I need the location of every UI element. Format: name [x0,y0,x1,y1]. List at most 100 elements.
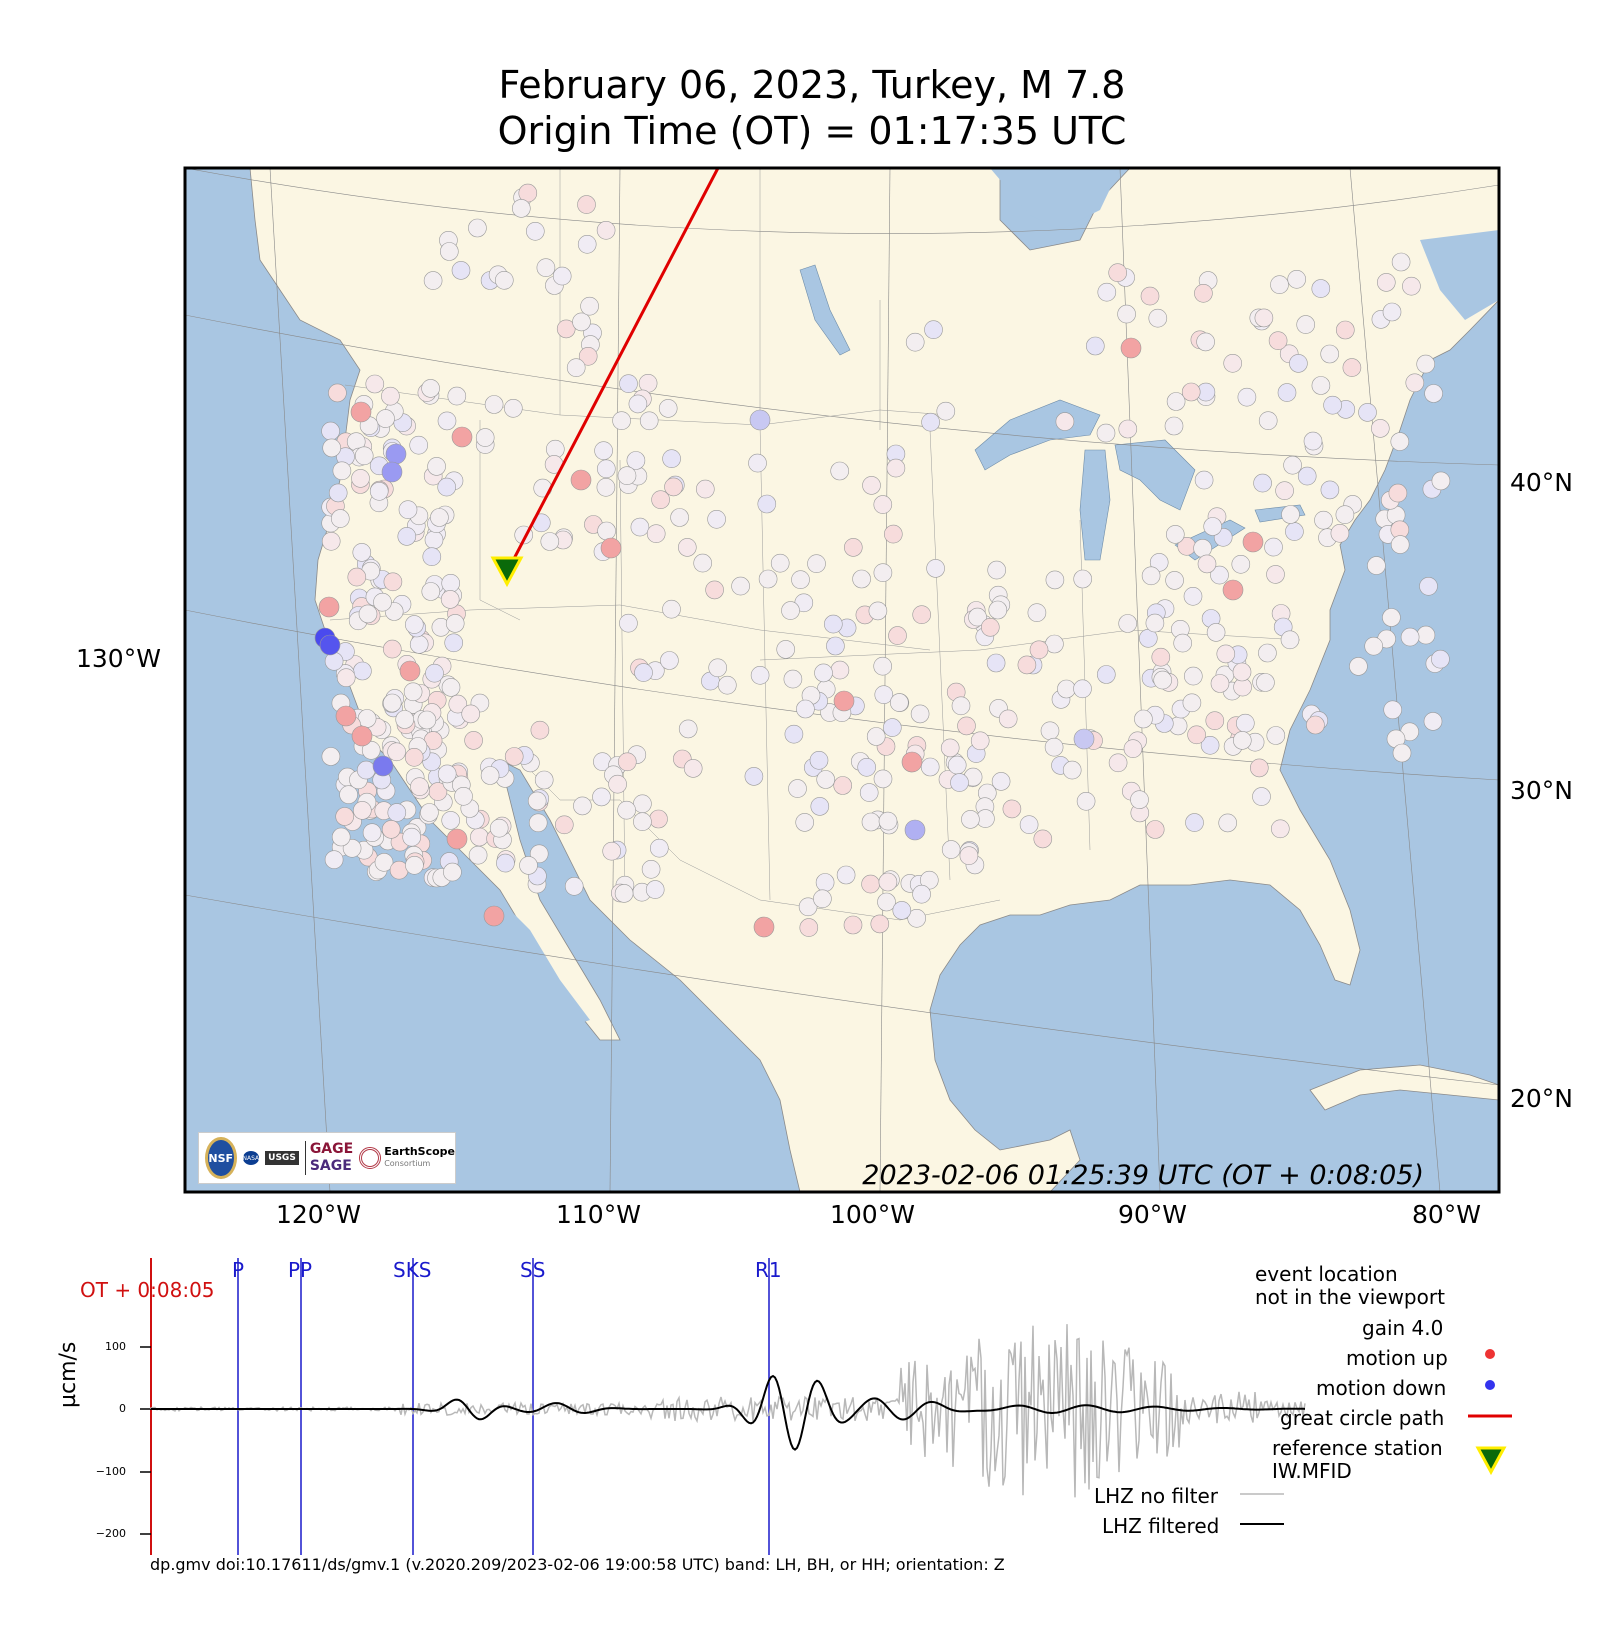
station-dot [376,409,395,428]
legend-filtered: LHZ filtered [1102,1514,1220,1538]
station-dot [1258,643,1277,663]
station-dot [529,844,549,864]
station-dot [577,235,597,254]
station-dot [813,889,832,909]
lon-label-80w: 80°W [1412,1200,1482,1229]
station-dot [1185,813,1204,832]
station-dot [608,774,627,794]
station-dot [1285,522,1304,541]
station-dot [1268,331,1288,351]
station-dot [781,601,800,620]
station-dot [421,379,440,398]
nsf-logo: NSF [205,1137,237,1179]
station-dot [873,495,893,514]
station-dot [594,441,613,461]
station-dot [1194,283,1213,303]
station-dot [1118,419,1138,439]
station-dot [1206,623,1226,642]
station-dot [910,704,930,724]
station-dot [451,426,473,448]
earthscope-mark-icon [359,1147,382,1169]
station-dot [1254,308,1274,328]
station-dot [1200,735,1220,755]
station-dot [1258,411,1278,431]
station-dot [540,532,560,551]
station-dot [987,560,1007,580]
station-dot [1236,713,1255,733]
station-dot [1335,505,1355,525]
station-dot [454,786,473,806]
lon-label-130w: 130°W [76,644,161,673]
phase-label-r1: R1 [755,1258,782,1282]
station-dot [810,797,830,816]
station-dot [750,665,770,685]
station-dot [921,412,940,432]
station-dot [612,411,631,431]
legend-motion-down: motion down [1316,1376,1447,1400]
station-dot [1231,554,1251,574]
station-dot [951,696,971,716]
station-dot [1424,384,1443,403]
station-dot [634,663,653,682]
station-dot [404,615,424,634]
station-dot [399,660,421,682]
station-dot [342,838,362,858]
y-axis-ticks [140,1346,151,1535]
gulf-of-california [500,900,590,1025]
footer-citation: dp.gmv doi:10.17611/ds/gmv.1 (v.2020.209… [150,1555,1005,1574]
station-dot [1223,353,1242,373]
station-dot [395,710,415,729]
station-dot [468,218,487,238]
station-dot [1076,791,1096,811]
station-dot [1377,273,1396,292]
station-dot [1073,728,1095,750]
station-dot [1330,523,1350,543]
station-dot [1117,304,1136,324]
station-dot [448,694,468,714]
station-dot [1166,392,1186,411]
station-dot [1358,403,1377,422]
station-dot [530,720,550,740]
station-dot [425,663,444,683]
station-dot [1057,679,1076,699]
station-dot [1205,711,1225,731]
station-dot [833,776,853,795]
station-dot [1275,481,1294,501]
station-dot [1055,412,1075,431]
station-dot [705,580,724,600]
station-dot [347,567,367,587]
seismogram-panel [140,1258,1512,1555]
station-dot [920,757,940,777]
station-dot [874,685,894,705]
station-dot [1232,662,1252,682]
station-dot [1297,466,1317,486]
station-dot [484,395,504,414]
station-dot [866,727,886,746]
station-dot [695,479,715,499]
station-dot [1400,627,1420,647]
station-dot [1181,382,1201,402]
station-dot [1390,535,1410,554]
station-dot [888,626,907,645]
station-dot [331,827,351,847]
station-dot [564,876,584,896]
station-dot [645,880,665,899]
station-dot [905,332,925,352]
station-dot [324,850,344,870]
station-dot [664,477,683,497]
station-dot [757,494,777,514]
legend-gain: gain 4.0 [1362,1316,1444,1340]
station-dot [833,690,855,712]
station-dot [443,862,462,882]
station-dot [573,796,592,816]
station-dot [1283,455,1302,475]
station-dot [461,704,481,724]
station-dot [717,675,737,695]
station-dot [1392,743,1412,763]
station-dot [592,787,611,807]
phase-label-sks: SKS [393,1258,432,1282]
station-dot [534,770,554,790]
station-dot [799,918,819,937]
station-dot [753,916,775,938]
station-dot [352,801,372,820]
